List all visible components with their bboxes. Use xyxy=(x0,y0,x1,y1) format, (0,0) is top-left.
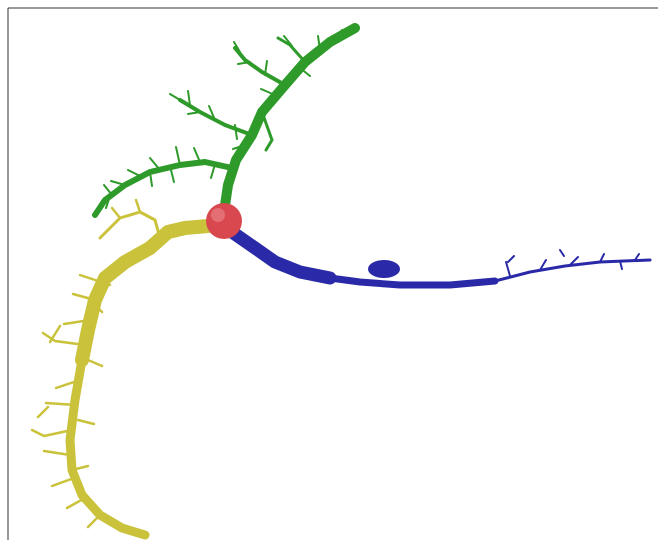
background xyxy=(0,0,658,540)
neuron-render xyxy=(0,0,658,540)
soma-highlight xyxy=(211,208,225,222)
page: {} xyxy=(0,0,658,540)
axon-swelling xyxy=(368,260,400,278)
soma xyxy=(206,203,242,239)
